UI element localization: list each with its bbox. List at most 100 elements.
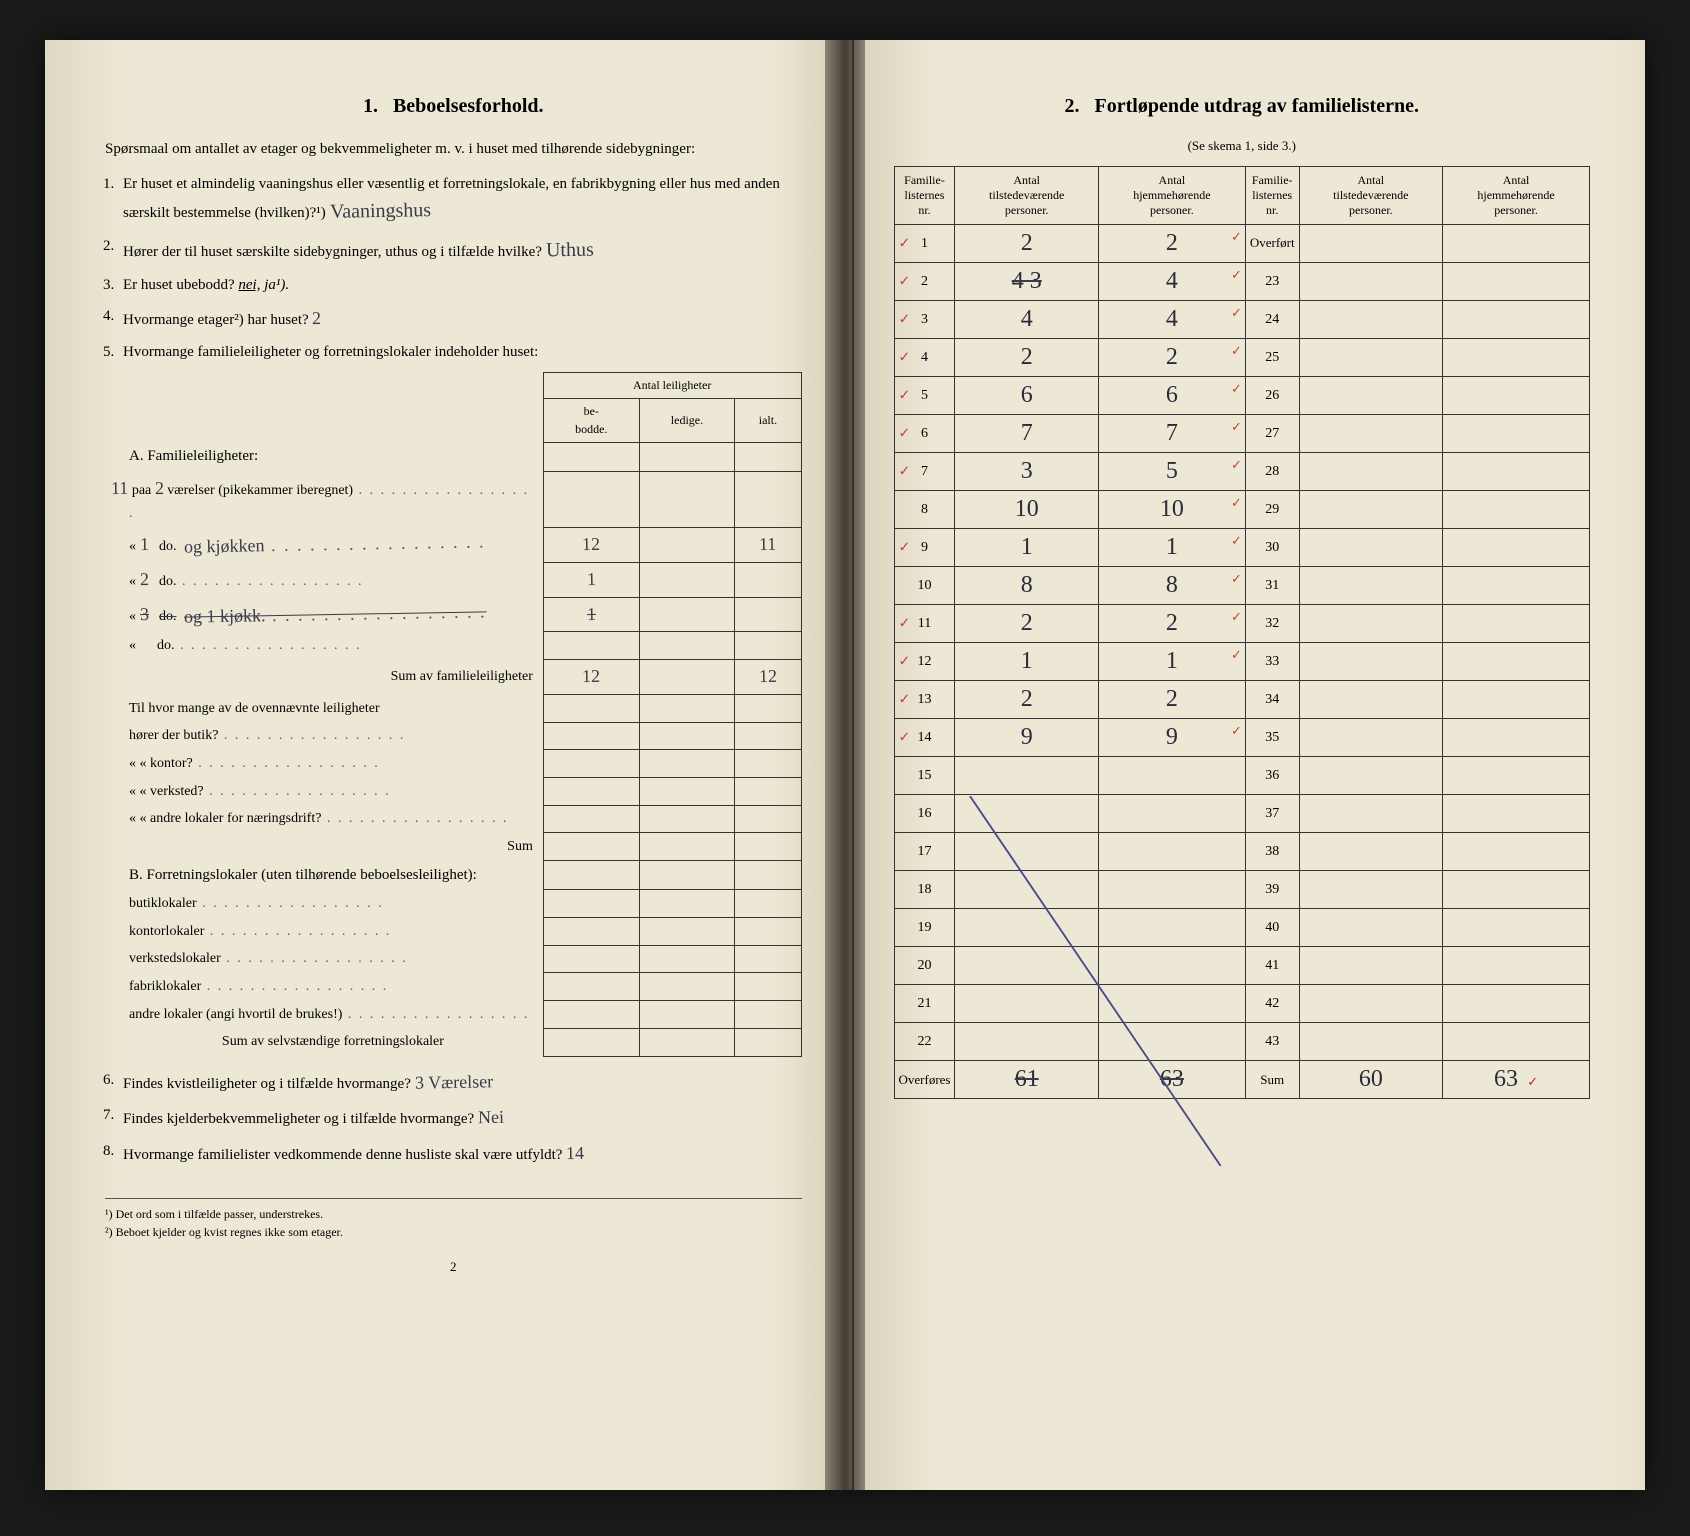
row-num-right: 26: [1245, 377, 1299, 415]
row-num-left: 22: [894, 1023, 955, 1061]
table-row: ✓422✓25: [894, 339, 1590, 377]
question-8: 8. Hvormange familielister vedkommende d…: [123, 1140, 802, 1168]
check-icon: ✓: [1231, 647, 1242, 663]
q3-nei: nei,: [238, 277, 260, 293]
cell-hjemme-r: [1443, 795, 1590, 833]
cell-hjemme: [1098, 909, 1245, 947]
check-icon: ✓: [1231, 267, 1242, 283]
row-num-right: 29: [1245, 491, 1299, 529]
tbl-h1: be- bodde.: [543, 398, 639, 442]
cell-hjemme-r: [1443, 453, 1590, 491]
row-num-left: ✓3: [894, 301, 955, 339]
question-1: 1. Er huset et almindelig vaaningshus el…: [123, 173, 802, 227]
table-row: andre lokaler (angi hvortil de brukes!): [123, 1001, 801, 1029]
cell-hjemme: 6✓: [1098, 377, 1245, 415]
cell-tilstede: 6: [955, 377, 1098, 415]
table-row: Sum av familieleiligheter 12 12: [123, 660, 801, 695]
table-row: 1738: [894, 833, 1590, 871]
row-num-left: 17: [894, 833, 955, 871]
row-num-left: ✓5: [894, 377, 955, 415]
cell-tilstede: 10: [955, 491, 1098, 529]
section-title-text: Beboelsesforhold.: [393, 95, 544, 117]
check-icon: ✓: [1231, 419, 1242, 435]
right-section-title: 2. Fortløpende utdrag av familielisterne…: [894, 95, 1591, 118]
cell-tilstede-r: [1299, 643, 1442, 681]
cell-hjemme-r: [1443, 491, 1590, 529]
secA-label: A. Familieleiligheter:: [123, 442, 543, 471]
rA1-val: 2: [155, 475, 164, 503]
table-row: 2041: [894, 947, 1590, 985]
q4-answer: 2: [312, 305, 321, 333]
cell-hjemme: 8✓: [1098, 567, 1245, 605]
table-row: kontorlokaler: [123, 918, 801, 946]
cell-hjemme-r: [1443, 719, 1590, 757]
cell-hjemme: [1098, 757, 1245, 795]
q2-text: Hører der til huset særskilte sidebygnin…: [123, 244, 542, 260]
family-table-container: Familie- listernes nr. Antal tilstedevær…: [894, 166, 1591, 1099]
check-icon: ✓: [1231, 495, 1242, 511]
check-icon: ✓: [1231, 723, 1242, 739]
check-icon: ✓: [899, 539, 911, 556]
cell-hjemme-r: [1443, 263, 1590, 301]
q3-ja: ja¹).: [264, 277, 289, 293]
fh6: Antal hjemmehørende personer.: [1443, 167, 1590, 225]
cell-tilstede-r: [1299, 453, 1442, 491]
check-icon: ✓: [899, 311, 911, 328]
rA3-b: 1: [586, 566, 595, 594]
row-num-right: 41: [1245, 947, 1299, 985]
cell-hjemme-r: [1443, 605, 1590, 643]
q7-text: Findes kjelderbekvemmeligheter og i tilf…: [123, 1111, 474, 1127]
section-num-r: 2.: [1065, 95, 1080, 117]
table-row: 81010✓29: [894, 491, 1590, 529]
check-icon: ✓: [1231, 609, 1242, 625]
cell-tilstede-r: [1299, 605, 1442, 643]
check-icon: ✓: [899, 615, 911, 632]
table-row: « 1 do. og kjøkken 12 11: [123, 527, 801, 562]
left-section-title: 1. Beboelsesforhold.: [105, 95, 802, 118]
q8-num: 8.: [103, 1140, 114, 1163]
question-5: 5. Hvormange familieleiligheter og forre…: [123, 341, 802, 1057]
row-num-left: 21: [894, 985, 955, 1023]
row-num-left: ✓11: [894, 605, 955, 643]
sum-label: Sum: [1245, 1061, 1299, 1099]
q1-text: Er huset et almindelig vaaningshus eller…: [123, 176, 780, 221]
cell-hjemme: 2✓: [1098, 605, 1245, 643]
q4-text: Hvormange etager²) har huset?: [123, 312, 309, 328]
cell-tilstede-r: [1299, 491, 1442, 529]
table-row: ✓1499✓35: [894, 719, 1590, 757]
q4-num: 4.: [103, 305, 114, 328]
mid3: « « verksted?: [123, 778, 543, 806]
rA4-hw2: og 1 kjøkk.: [183, 598, 486, 631]
intro-text: Spørsmaal om antallet av etager og bekve…: [105, 138, 802, 161]
table-row: ✓566✓26: [894, 377, 1590, 415]
row-num-right: 36: [1245, 757, 1299, 795]
q5-text: Hvormange familieleiligheter og forretni…: [123, 344, 538, 360]
cell-hjemme: [1098, 795, 1245, 833]
mid1: Til hvor mange av de ovennævnte leilighe…: [123, 695, 543, 723]
row-num-right: 28: [1245, 453, 1299, 491]
row-num-right: 30: [1245, 529, 1299, 567]
cell-hjemme-r: [1443, 567, 1590, 605]
q1-answer: Vaaningshus: [329, 195, 431, 228]
section-title-text-r: Fortløpende utdrag av familielisterne.: [1095, 95, 1419, 117]
family-table-body: ✓122✓Overført✓24 34✓23✓344✓24✓422✓25✓566…: [894, 225, 1590, 1061]
cell-tilstede-r: [1299, 681, 1442, 719]
cell-tilstede-r: [1299, 757, 1442, 795]
table-row: 1536: [894, 757, 1590, 795]
mid1b: hører der butik?: [123, 722, 543, 750]
rb3: verkstedslokaler: [123, 945, 543, 973]
sumA-c: 12: [759, 663, 777, 691]
rA1-post: værelser (pikekammer iberegnet): [129, 483, 529, 521]
section-num: 1.: [363, 95, 378, 117]
q7-answer: Nei: [478, 1104, 504, 1132]
tbl-h3: ialt.: [735, 398, 801, 442]
cell-tilstede-r: [1299, 833, 1442, 871]
cell-hjemme-r: [1443, 871, 1590, 909]
cell-hjemme-r: [1443, 947, 1590, 985]
row-num-left: ✓4: [894, 339, 955, 377]
check-icon: ✓: [1231, 571, 1242, 587]
cell-tilstede: [955, 795, 1098, 833]
table-row: ✓122✓Overført: [894, 225, 1590, 263]
document-spread: 1. Beboelsesforhold. Spørsmaal om antall…: [45, 40, 1645, 1490]
table-row: ✓1122✓32: [894, 605, 1590, 643]
